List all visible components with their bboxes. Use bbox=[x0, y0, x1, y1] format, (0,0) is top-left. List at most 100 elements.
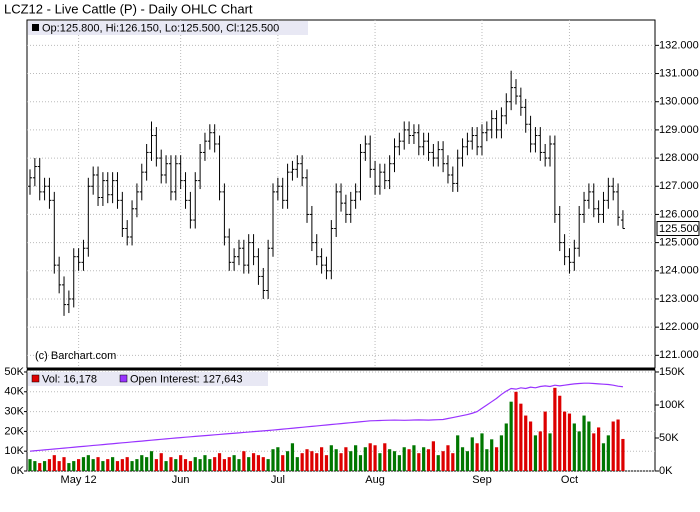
info-icon bbox=[32, 24, 39, 31]
y-tick-label: 123.000 bbox=[659, 293, 699, 305]
annotation: (c) Barchart.com bbox=[35, 350, 116, 362]
volume-bar bbox=[310, 451, 314, 471]
y-tick-label: 126.000 bbox=[659, 208, 699, 220]
volume-bar bbox=[115, 461, 120, 471]
legend-swatch bbox=[119, 374, 128, 383]
volume-bar bbox=[480, 433, 484, 471]
volume-bar bbox=[538, 431, 542, 471]
volume-bar bbox=[120, 459, 124, 471]
volume-bar bbox=[28, 459, 32, 471]
volume-bar bbox=[567, 413, 572, 471]
volume-bar bbox=[193, 457, 197, 471]
volume-bar bbox=[470, 437, 474, 471]
y-tick-label: 132.000 bbox=[659, 39, 699, 51]
volume-bar bbox=[334, 449, 338, 471]
volume-bar bbox=[329, 445, 333, 471]
volume-bar bbox=[159, 453, 163, 471]
open-interest-line bbox=[29, 382, 623, 452]
y2-tick-label: 100K bbox=[659, 399, 685, 411]
x-tick-label: Oct bbox=[561, 474, 578, 486]
volume-bar bbox=[485, 449, 489, 471]
volume-bar bbox=[237, 459, 241, 471]
volume-bar bbox=[217, 453, 222, 471]
volume-bar bbox=[592, 433, 596, 471]
y-tick-label: 125.000 bbox=[659, 237, 699, 249]
volume-bar bbox=[524, 415, 528, 471]
volume-bar bbox=[606, 435, 610, 471]
y-tick-label: 20K bbox=[4, 425, 24, 437]
volume-bar bbox=[271, 449, 275, 471]
volume-bar bbox=[431, 441, 435, 471]
volume-bar bbox=[315, 453, 319, 471]
volume-bar bbox=[305, 449, 309, 471]
volume-bar bbox=[587, 421, 591, 471]
volume-bar bbox=[154, 459, 158, 471]
volume-bar bbox=[363, 447, 367, 471]
volume-bar bbox=[548, 433, 552, 471]
volume-bar bbox=[577, 431, 581, 471]
volume-bar bbox=[251, 453, 256, 471]
volume-bar bbox=[339, 453, 343, 471]
volume-bar bbox=[261, 457, 265, 471]
volume-bar bbox=[86, 455, 90, 471]
volume-bar bbox=[198, 459, 202, 471]
volume-bar bbox=[572, 423, 576, 471]
y2-tick-label: 0K bbox=[659, 465, 673, 477]
volume-bar bbox=[354, 445, 358, 471]
volume-bar bbox=[169, 457, 173, 471]
y-tick-label: 129.000 bbox=[659, 124, 699, 136]
volume-bar bbox=[601, 443, 606, 471]
volume-bar bbox=[422, 447, 426, 471]
volume-bar bbox=[42, 461, 47, 471]
volume-bar bbox=[383, 443, 387, 471]
volume-bar bbox=[96, 457, 100, 471]
volume-bar bbox=[208, 459, 212, 471]
legend-swatch bbox=[31, 374, 40, 383]
legend-label: Vol: 16,178 bbox=[42, 373, 97, 385]
volume-bar bbox=[358, 455, 363, 471]
volume-bar bbox=[47, 459, 52, 471]
volume-bar bbox=[101, 461, 105, 471]
volume-bar bbox=[446, 445, 450, 471]
volume-bar bbox=[232, 455, 236, 471]
y-tick-label: 30K bbox=[4, 405, 24, 417]
volume-bar bbox=[38, 463, 42, 471]
volume-bar bbox=[451, 453, 455, 471]
volume-bar bbox=[349, 451, 353, 471]
x-tick-label: Sep bbox=[472, 474, 492, 486]
volume-bar bbox=[528, 421, 533, 471]
volume-bar bbox=[33, 461, 37, 471]
volume-bar bbox=[499, 435, 504, 471]
y-tick-label: 50K bbox=[4, 366, 24, 378]
volume-bar bbox=[81, 457, 86, 471]
volume-bar bbox=[456, 435, 460, 471]
volume-bar bbox=[494, 447, 499, 471]
volume-bar bbox=[373, 445, 377, 471]
x-tick-label: May 12 bbox=[61, 474, 97, 486]
last-price-box bbox=[656, 221, 700, 237]
volume-bar bbox=[441, 451, 445, 471]
volume-bar bbox=[616, 419, 620, 471]
volume-bar bbox=[62, 457, 66, 471]
volume-bar bbox=[519, 403, 523, 471]
volume-bar bbox=[368, 443, 372, 471]
volume-bar bbox=[183, 459, 188, 471]
volume-bar bbox=[242, 451, 246, 471]
x-tick-label: Aug bbox=[365, 474, 385, 486]
volume-bar bbox=[174, 459, 178, 471]
volume-bar bbox=[295, 457, 299, 471]
volume-bar bbox=[320, 447, 324, 471]
volume-bar bbox=[392, 451, 397, 471]
volume-bar bbox=[290, 443, 295, 471]
y-tick-label: 40K bbox=[4, 386, 24, 398]
x-tick-label: Jun bbox=[172, 474, 190, 486]
volume-bar bbox=[91, 459, 95, 471]
volume-bar bbox=[324, 455, 329, 471]
volume-bar bbox=[344, 447, 348, 471]
volume-bar bbox=[125, 457, 129, 471]
volume-bar bbox=[514, 391, 518, 471]
volume-bar bbox=[72, 461, 76, 471]
volume-bar bbox=[378, 453, 382, 471]
y-tick-label: 127.000 bbox=[659, 180, 699, 192]
